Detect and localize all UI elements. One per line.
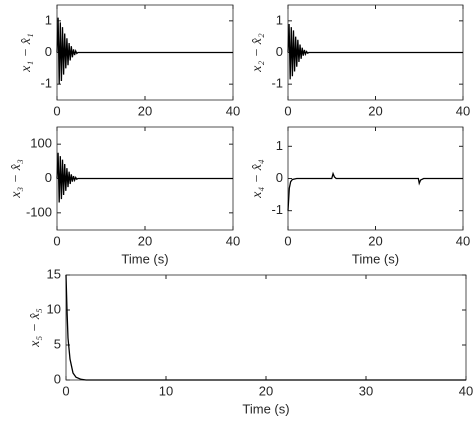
x-tick-label: 40 bbox=[459, 383, 473, 398]
y-axis-label: x₂ − x̂₂ bbox=[250, 33, 265, 73]
subplot: 0 20 40 -1 0 1 x₄ − x̂₄ Time (s) bbox=[250, 126, 470, 266]
data-line bbox=[287, 23, 463, 80]
x-tick-label: 40 bbox=[456, 103, 470, 118]
x-tick-label: 0 bbox=[284, 103, 291, 118]
x-tick-label: 40 bbox=[456, 233, 470, 248]
x-tick-label: 30 bbox=[359, 383, 373, 398]
y-tick-label: 10 bbox=[47, 301, 61, 316]
y-tick-label: -1 bbox=[40, 76, 52, 91]
y-tick-label: -100 bbox=[26, 204, 52, 219]
y-tick-label: 0 bbox=[276, 170, 283, 185]
y-axis-label: x₁ − x̂₁ bbox=[19, 33, 34, 73]
x-tick-label: 10 bbox=[159, 383, 173, 398]
data-line bbox=[56, 152, 233, 203]
x-axis-label: Time (s) bbox=[121, 251, 168, 266]
y-tick-label: 0 bbox=[54, 371, 61, 386]
axes-frame bbox=[65, 274, 467, 381]
y-tick-label: 1 bbox=[276, 12, 283, 27]
data-line bbox=[65, 274, 466, 381]
x-axis-label: Time (s) bbox=[242, 401, 289, 416]
y-tick-label: 0 bbox=[45, 44, 52, 59]
data-line bbox=[56, 17, 233, 85]
y-tick-label: 1 bbox=[276, 138, 283, 153]
subplot: 0 10 20 30 40 0 5 10 15 x₅ − x̂₅ Time (s) bbox=[28, 266, 473, 416]
y-axis-label: x₅ − x̂₅ bbox=[28, 308, 43, 348]
x-tick-label: 0 bbox=[53, 103, 60, 118]
x-tick-label: 20 bbox=[368, 103, 382, 118]
y-axis-label: x₃ − x̂₃ bbox=[9, 159, 24, 199]
x-axis-label: Time (s) bbox=[352, 251, 399, 266]
x-tick-label: 0 bbox=[53, 233, 60, 248]
y-tick-label: 15 bbox=[47, 266, 61, 281]
y-tick-label: 100 bbox=[30, 136, 52, 151]
y-tick-label: -1 bbox=[271, 202, 283, 217]
y-tick-label: 1 bbox=[45, 12, 52, 27]
x-tick-label: 40 bbox=[226, 103, 240, 118]
y-axis-label: x₄ − x̂₄ bbox=[250, 159, 265, 199]
x-tick-label: 20 bbox=[368, 233, 382, 248]
y-tick-label: 5 bbox=[54, 336, 61, 351]
y-tick-label: 0 bbox=[45, 170, 52, 185]
data-line bbox=[287, 171, 463, 211]
x-tick-label: 20 bbox=[138, 233, 152, 248]
x-tick-label: 20 bbox=[259, 383, 273, 398]
x-tick-label: 20 bbox=[138, 103, 152, 118]
x-tick-label: 0 bbox=[284, 233, 291, 248]
x-tick-label: 0 bbox=[62, 383, 69, 398]
y-tick-label: 0 bbox=[276, 44, 283, 59]
y-tick-label: -1 bbox=[271, 76, 283, 91]
x-tick-label: 40 bbox=[226, 233, 240, 248]
